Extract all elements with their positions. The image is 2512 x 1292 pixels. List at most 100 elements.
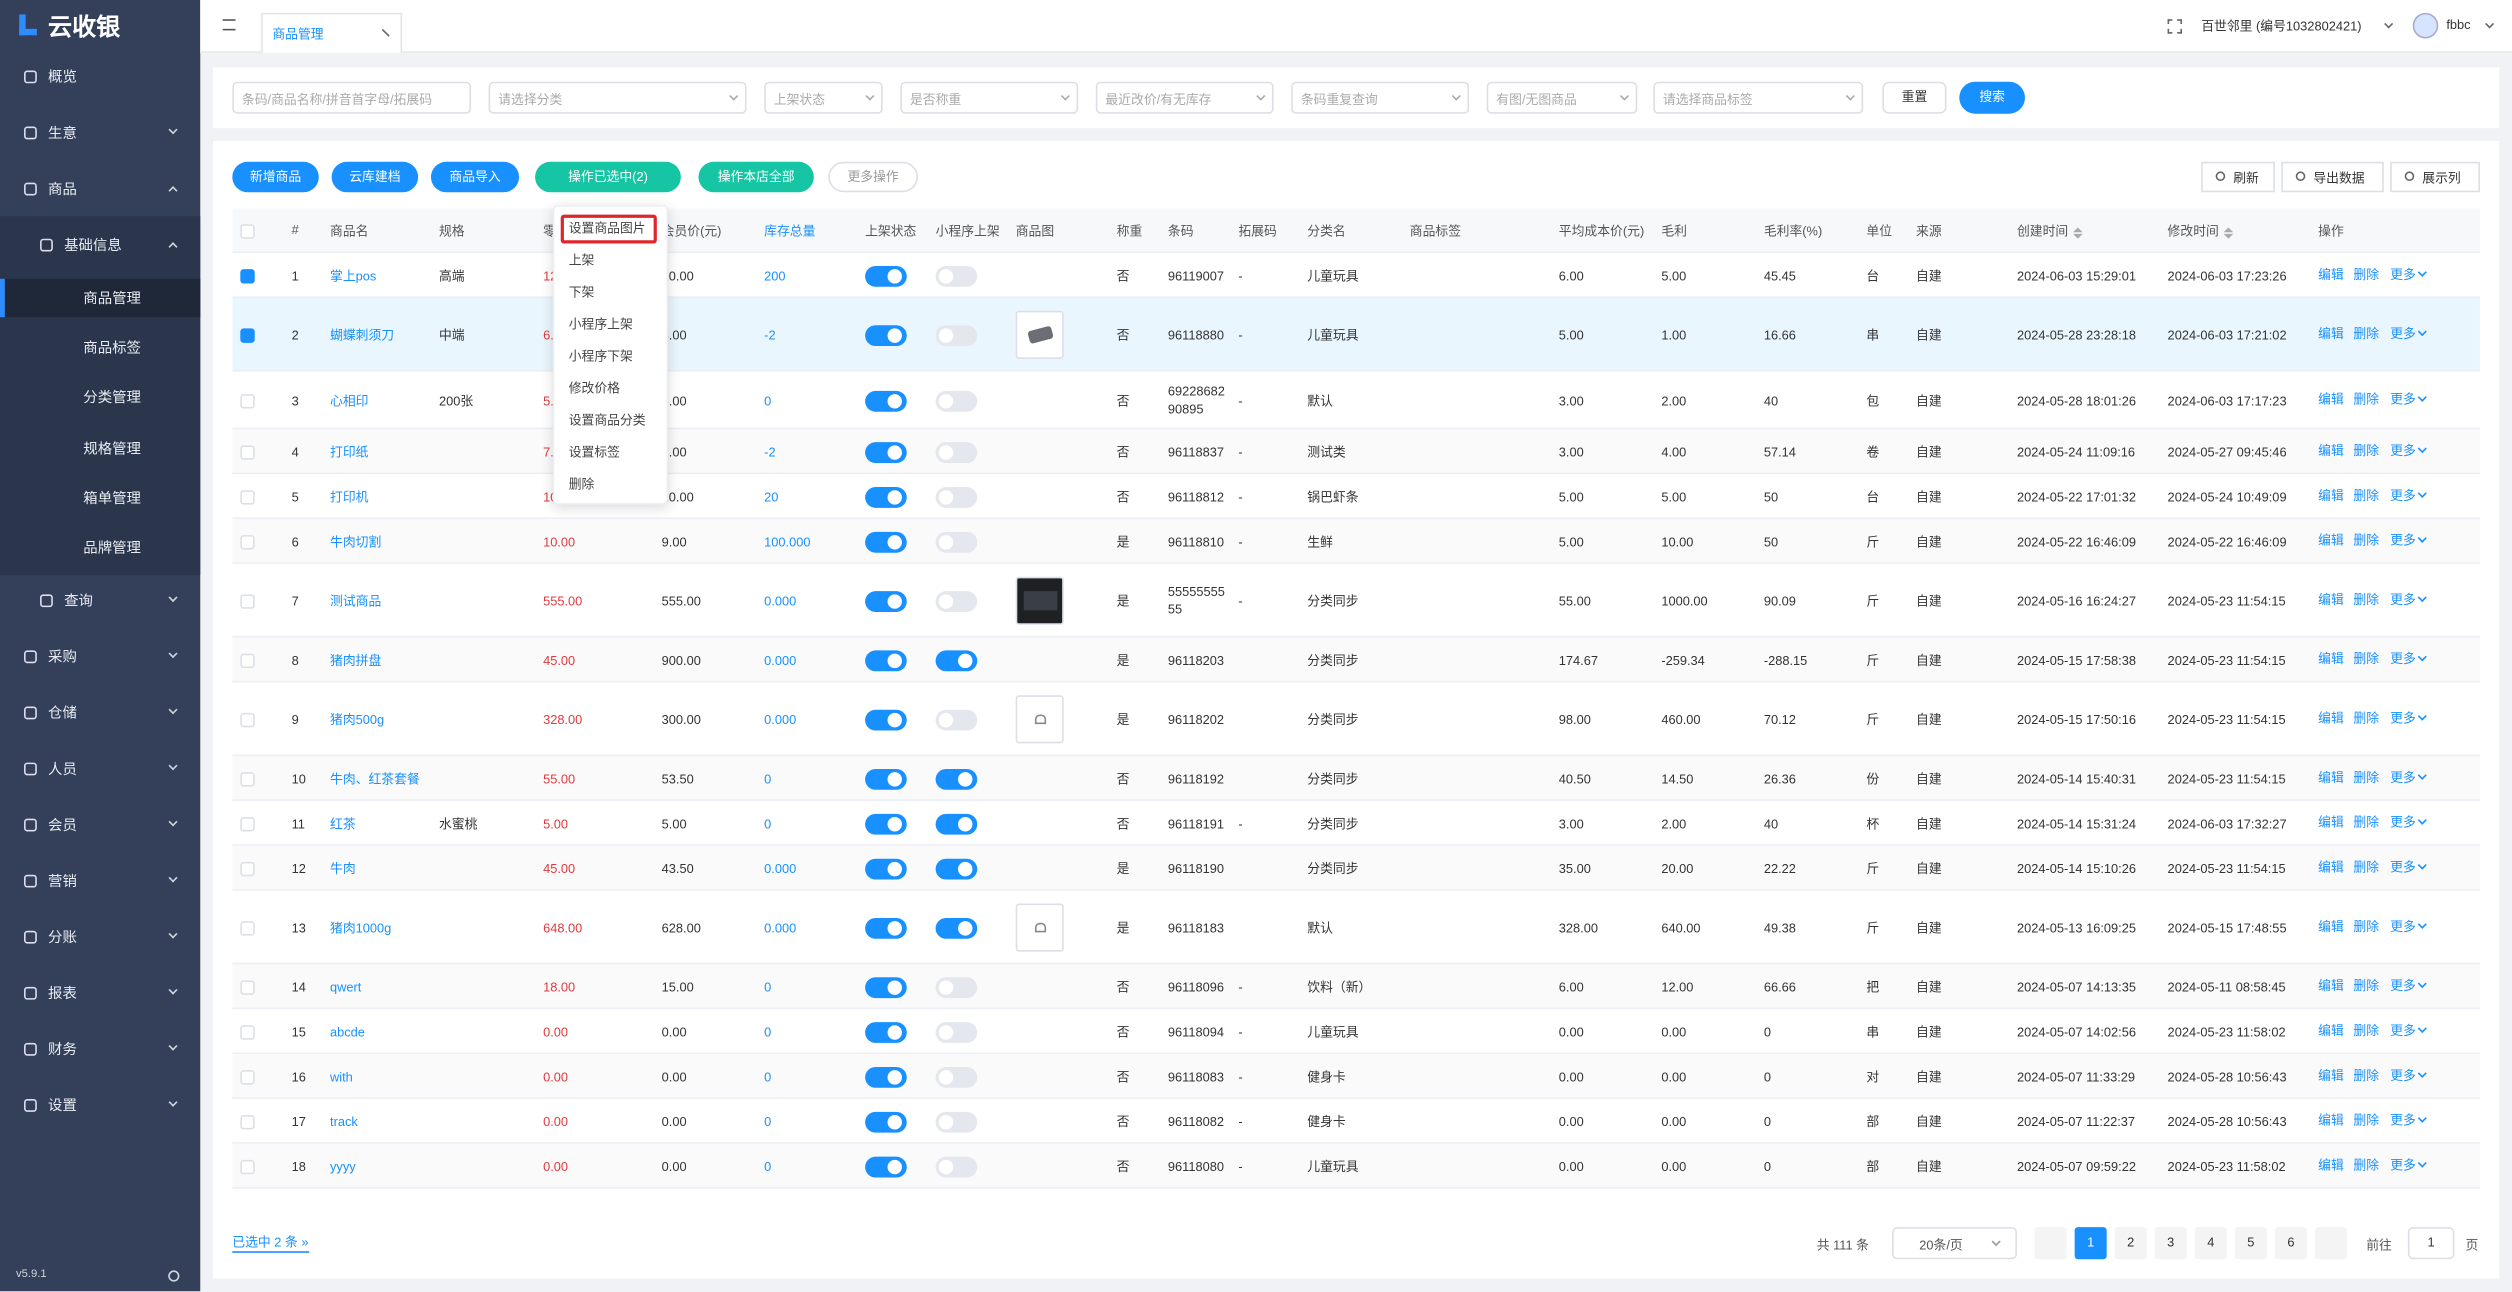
cell-name[interactable]: track [330, 1114, 358, 1129]
switch[interactable] [865, 768, 907, 790]
filter-input[interactable]: 条码/商品名称/拼音首字母/拓展码 [232, 81, 471, 114]
switch[interactable] [935, 917, 978, 938]
row-checkbox[interactable] [240, 490, 255, 505]
row-action[interactable]: 编辑 [2318, 533, 2344, 548]
switch[interactable] [935, 857, 978, 879]
switch[interactable] [865, 1021, 907, 1043]
filter-input[interactable]: 最近改价/有无库存 [1095, 81, 1274, 114]
row-action[interactable]: 删除 [2353, 1068, 2380, 1083]
row-action[interactable]: 更多 [2390, 652, 2416, 667]
cell-name[interactable]: 牛肉、红茶套餐 [330, 771, 420, 786]
cell-name[interactable]: with [330, 1069, 353, 1084]
switch[interactable] [935, 324, 978, 346]
switch[interactable] [865, 1155, 907, 1177]
prev-button[interactable] [2034, 1227, 2067, 1260]
row-action[interactable]: 编辑 [2318, 443, 2344, 459]
filter-input[interactable]: 有图/无图商品 [1486, 81, 1638, 114]
menu-item[interactable]: 仓储 [48, 704, 77, 721]
row-action[interactable]: 更多 [2390, 488, 2416, 504]
menu-item[interactable]: 概览 [48, 68, 77, 85]
row-action[interactable]: 编辑 [2318, 488, 2344, 504]
user-name[interactable]: fbbc [2446, 17, 2471, 33]
toolbar-button[interactable]: 新增商品 [232, 161, 319, 193]
switch[interactable] [865, 265, 907, 286]
dropdown-item[interactable]: 小程序下架 [568, 349, 633, 364]
switch[interactable] [935, 265, 978, 286]
row-checkbox[interactable] [240, 328, 255, 343]
switch[interactable] [935, 390, 978, 411]
switch[interactable] [865, 486, 907, 508]
switch[interactable] [865, 976, 907, 998]
page-button[interactable]: 2 [2114, 1227, 2147, 1260]
row-action[interactable]: 编辑 [2318, 860, 2344, 875]
row-action[interactable]: 删除 [2353, 533, 2380, 548]
page-button[interactable]: 3 [2154, 1227, 2187, 1260]
row-action[interactable]: 编辑 [2318, 1158, 2344, 1173]
row-action[interactable]: 编辑 [2318, 1113, 2344, 1128]
dropdown-item[interactable]: 下架 [568, 285, 595, 300]
dropdown-item[interactable]: 删除 [568, 477, 595, 492]
menu-item[interactable]: 规格管理 [83, 440, 142, 457]
row-checkbox[interactable] [240, 861, 255, 877]
menu-item[interactable]: 查询 [64, 592, 93, 609]
row-action[interactable]: 更多 [2390, 267, 2416, 282]
row-action[interactable]: 删除 [2353, 392, 2380, 407]
row-action[interactable]: 删除 [2353, 267, 2380, 282]
row-checkbox[interactable] [240, 1159, 255, 1175]
row-checkbox[interactable] [240, 817, 255, 832]
page-button[interactable]: 6 [2274, 1227, 2307, 1260]
row-checkbox[interactable] [240, 445, 255, 460]
toolbar-right-button[interactable]: 刷新 [2201, 161, 2275, 193]
avatar[interactable] [2412, 12, 2439, 39]
row-action[interactable]: 编辑 [2318, 919, 2344, 934]
switch[interactable] [865, 590, 907, 612]
menu-item[interactable]: 商品 [48, 181, 77, 198]
tab-close[interactable] [376, 28, 390, 43]
row-action[interactable]: 删除 [2353, 770, 2380, 785]
toolbar-button[interactable]: 云库建档 [331, 161, 419, 193]
row-action[interactable]: 编辑 [2318, 770, 2344, 785]
switch[interactable] [865, 1066, 907, 1087]
page-size-select[interactable]: 20条/页 [1892, 1227, 2017, 1260]
tab[interactable]: 商品管理 [261, 12, 403, 53]
settings-icon[interactable] [168, 1270, 180, 1282]
column-header[interactable]: 修改时间 [2167, 224, 2219, 239]
switch[interactable] [935, 976, 978, 998]
reset-button[interactable]: 重置 [1882, 81, 1947, 114]
row-checkbox[interactable] [240, 1025, 255, 1040]
row-action[interactable]: 编辑 [2318, 267, 2344, 282]
menu-item[interactable]: 设置 [48, 1097, 77, 1114]
page-button[interactable]: 4 [2194, 1227, 2227, 1260]
switch[interactable] [935, 1111, 978, 1132]
row-action[interactable]: 删除 [2353, 488, 2380, 504]
row-action[interactable]: 删除 [2353, 652, 2380, 667]
goto-input[interactable]: 1 [2407, 1227, 2455, 1260]
cell-name[interactable]: 打印纸 [330, 444, 369, 459]
cell-name[interactable]: 测试商品 [330, 593, 382, 608]
switch[interactable] [935, 441, 978, 463]
menu-item[interactable]: 分账 [48, 929, 77, 946]
filter-input[interactable]: 是否称重 [900, 81, 1079, 114]
switch[interactable] [865, 813, 907, 834]
row-action[interactable]: 删除 [2353, 592, 2380, 608]
menu-item[interactable]: 财务 [48, 1041, 77, 1058]
row-action[interactable]: 删除 [2353, 1158, 2380, 1173]
cell-name[interactable]: 心相印 [330, 393, 369, 408]
menu-item[interactable]: 基础信息 [64, 237, 122, 254]
cell-name[interactable]: 猪肉1000g [330, 920, 392, 935]
cell-name[interactable]: 打印机 [330, 489, 369, 504]
row-action[interactable]: 编辑 [2318, 978, 2344, 994]
switch[interactable] [935, 531, 978, 552]
next-button[interactable] [2314, 1227, 2347, 1260]
row-action[interactable]: 删除 [2353, 711, 2380, 726]
filter-input[interactable]: 请选择分类 [488, 81, 747, 114]
cell-name[interactable]: 猪肉500g [330, 712, 385, 727]
cell-name[interactable]: qwert [330, 979, 362, 995]
row-checkbox[interactable] [240, 1115, 255, 1130]
toolbar-right-button[interactable]: 展示列 [2390, 161, 2480, 193]
menu-item[interactable]: 商品管理 [83, 289, 142, 306]
row-checkbox[interactable] [240, 1070, 255, 1085]
row-action[interactable]: 更多 [2390, 326, 2416, 342]
filter-input[interactable]: 上架状态 [764, 81, 883, 114]
menu-item[interactable]: 人员 [48, 760, 77, 777]
